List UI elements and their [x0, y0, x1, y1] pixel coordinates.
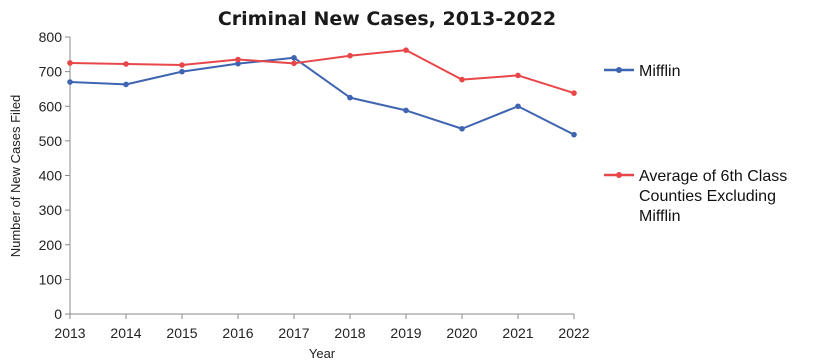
x-tick-label: 2017	[278, 325, 309, 341]
data-point	[571, 131, 577, 138]
legend-label: Counties Excluding	[639, 188, 776, 205]
data-point	[235, 56, 241, 63]
legend-label: Mifflin	[639, 208, 681, 225]
data-point	[291, 54, 297, 61]
data-point	[179, 62, 185, 68]
legend-item: Mifflin	[604, 63, 681, 80]
legend-label: Average of 6th Class	[639, 168, 787, 185]
data-point	[403, 47, 409, 53]
data-point	[459, 125, 465, 132]
data-point	[67, 60, 73, 66]
data-point	[515, 72, 521, 79]
data-point	[347, 52, 353, 59]
y-tick-label: 200	[39, 237, 63, 253]
y-axis-ticks: 0 100 200 300 400 500 600 700 800	[39, 29, 70, 322]
data-point	[291, 60, 297, 67]
data-point	[459, 76, 465, 83]
x-tick-label: 2013	[54, 325, 85, 341]
legend-swatch-marker	[616, 67, 622, 73]
data-point	[123, 81, 129, 88]
data-point	[235, 60, 241, 67]
x-tick-label: 2019	[390, 325, 421, 341]
y-axis-label: Number of New Cases Filed	[8, 95, 23, 258]
x-tick-label: 2022	[558, 325, 589, 341]
series-layer	[67, 47, 577, 138]
y-tick-label: 700	[39, 64, 63, 80]
x-tick-label: 2014	[110, 325, 141, 341]
x-tick-label: 2021	[502, 325, 533, 341]
series-line	[69, 56, 575, 136]
data-point	[67, 79, 73, 85]
x-tick-label: 2015	[166, 325, 197, 341]
y-tick-label: 500	[39, 133, 63, 149]
y-tick-label: 800	[39, 29, 63, 45]
data-point	[403, 107, 409, 114]
data-point	[515, 103, 521, 110]
y-tick-label: 400	[39, 168, 63, 184]
data-point	[347, 94, 353, 101]
y-tick-label: 100	[39, 271, 63, 287]
y-tick-label: 0	[54, 306, 62, 322]
x-axis-label: Year	[309, 346, 336, 361]
data-point	[179, 68, 185, 75]
y-tick-label: 300	[39, 202, 63, 218]
series-mifflin	[67, 54, 577, 138]
series-sixth-class-average	[67, 47, 577, 96]
legend-item: Average of 6th Class Counties Excluding Mi…	[604, 168, 787, 225]
data-point	[571, 90, 577, 96]
data-point	[123, 61, 129, 67]
y-tick-label: 600	[39, 98, 63, 114]
legend-swatch-marker	[616, 172, 622, 178]
chart-title: Criminal New Cases, 2013-2022	[218, 8, 556, 30]
series-line	[69, 49, 575, 95]
x-tick-label: 2018	[334, 325, 365, 341]
x-tick-label: 2020	[446, 325, 477, 341]
legend: Mifflin Average of 6th Class Counties Excl…	[604, 63, 787, 225]
x-tick-label: 2016	[222, 325, 253, 341]
legend-label: Mifflin	[639, 63, 681, 80]
x-axis-ticks: 2013 2014 2015 2016 2017 2018 2019 2020 2021 2022	[54, 314, 590, 341]
